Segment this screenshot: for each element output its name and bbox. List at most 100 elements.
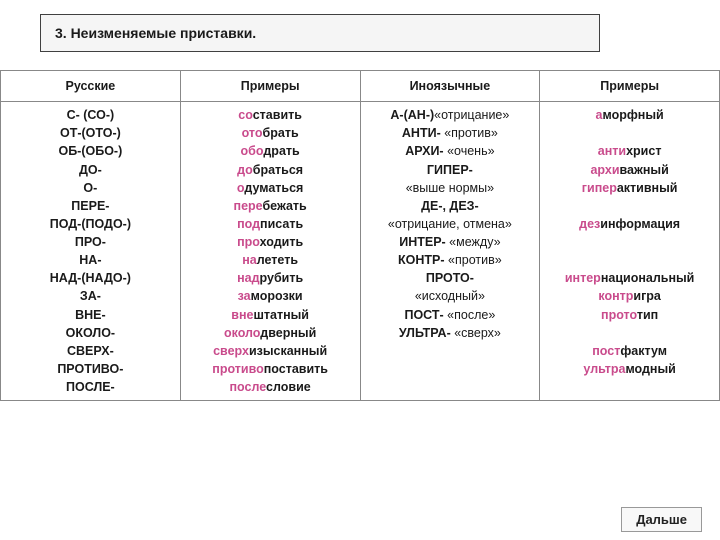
foreign-prefix-desc: «между» (446, 235, 501, 249)
russian-prefix-item: НА- (3, 251, 178, 269)
prefix-part: ото (242, 126, 263, 140)
russian-example-item: проходить (183, 233, 358, 251)
foreign-prefix-item: ПОСТ- «после» (363, 306, 538, 324)
russian-example-item: надрубить (183, 269, 358, 287)
foreign-example-item (542, 233, 717, 251)
russian-prefix-item: ДО- (3, 161, 178, 179)
cell-foreign-prefixes: А-(АН-)«отрицание»АНТИ- «против»АРХИ- «о… (360, 102, 540, 401)
prefix-part: около (224, 326, 260, 340)
foreign-prefix-desc: «после» (444, 308, 496, 322)
russian-example-item: противопоставить (183, 360, 358, 378)
foreign-prefix-desc: «выше нормы» (406, 181, 494, 195)
root-part: дверный (260, 326, 316, 340)
russian-prefix-item: ОБ-(ОБО-) (3, 142, 178, 160)
prefix-part: сверх (213, 344, 249, 358)
russian-prefix-item: ПОД-(ПОДО-) (3, 215, 178, 233)
prefix-part: ультра (583, 362, 625, 376)
foreign-prefix-name: ПОСТ- (404, 308, 443, 322)
prefix-part: под (237, 217, 260, 231)
foreign-prefix-desc: «против» (445, 253, 502, 267)
root-part: изысканный (249, 344, 327, 358)
root-part: тип (637, 308, 658, 322)
cell-russian-prefixes: С- (СО-)ОТ-(ОТО-)ОБ-(ОБО-)ДО-О-ПЕРЕ-ПОД-… (1, 102, 181, 401)
cell-foreign-examples: аморфный антихристархиважныйгиперактивны… (540, 102, 720, 401)
foreign-example-item: ультрамодный (542, 360, 717, 378)
root-part: писать (260, 217, 303, 231)
table-row: С- (СО-)ОТ-(ОТО-)ОБ-(ОБО-)ДО-О-ПЕРЕ-ПОД-… (1, 102, 720, 401)
root-part: морозки (251, 289, 303, 303)
foreign-prefix-name: ГИПЕР- (427, 163, 473, 177)
foreign-prefix-item: ПРОТО- (363, 269, 538, 287)
russian-example-item: заморозки (183, 287, 358, 305)
header-russian: Русские (1, 71, 181, 102)
prefix-part: дез (579, 217, 600, 231)
foreign-prefix-item: ИНТЕР- «между» (363, 233, 538, 251)
russian-prefix-item: ВНЕ- (3, 306, 178, 324)
root-part: игра (633, 289, 660, 303)
section-title: 3. Неизменяемые приставки. (40, 14, 600, 52)
russian-example-item: отобрать (183, 124, 358, 142)
header-foreign: Иноязычные (360, 71, 540, 102)
prefix-part: на (242, 253, 257, 267)
foreign-prefix-name: АНТИ- (402, 126, 441, 140)
foreign-prefix-item: КОНТР- «против» (363, 251, 538, 269)
prefix-part: противо (212, 362, 263, 376)
foreign-example-item: прототип (542, 306, 717, 324)
prefix-part: после (230, 380, 267, 394)
foreign-example-item (542, 124, 717, 142)
russian-example-item: одуматься (183, 179, 358, 197)
root-part: христ (626, 144, 661, 158)
russian-example-item: послесловие (183, 378, 358, 396)
russian-prefix-item: НАД-(НАДО-) (3, 269, 178, 287)
russian-prefix-item: ОКОЛО- (3, 324, 178, 342)
russian-prefix-item: ПОСЛЕ- (3, 378, 178, 396)
foreign-example-item: дезинформация (542, 215, 717, 233)
next-button[interactable]: Дальше (621, 507, 702, 532)
foreign-prefix-desc: «отрицание» (434, 108, 509, 122)
russian-example-item: составить (183, 106, 358, 124)
foreign-example-item: архиважный (542, 161, 717, 179)
root-part: думаться (244, 181, 303, 195)
prefix-part: со (238, 108, 252, 122)
foreign-prefix-name: КОНТР- (398, 253, 445, 267)
foreign-prefix-name: А-(АН-) (390, 108, 434, 122)
prefix-part: гипер (582, 181, 617, 195)
header-row: Русские Примеры Иноязычные Примеры (1, 71, 720, 102)
prefix-part: а (596, 108, 603, 122)
foreign-prefix-desc: «сверх» (451, 326, 501, 340)
foreign-prefix-desc: «отрицание, отмена» (388, 217, 512, 231)
root-part: морфный (603, 108, 664, 122)
russian-example-item: ободрать (183, 142, 358, 160)
russian-example-item: подписать (183, 215, 358, 233)
root-part: лететь (257, 253, 298, 267)
prefix-part: над (237, 271, 259, 285)
foreign-prefix-item: ГИПЕР- (363, 161, 538, 179)
prefix-part: контр (598, 289, 633, 303)
russian-prefix-item: ЗА- (3, 287, 178, 305)
foreign-prefix-item: АНТИ- «против» (363, 124, 538, 142)
foreign-example-item: постфактум (542, 342, 717, 360)
root-part: бежать (262, 199, 306, 213)
foreign-prefix-item: АРХИ- «очень» (363, 142, 538, 160)
russian-example-item: налететь (183, 251, 358, 269)
russian-example-item: околодверный (183, 324, 358, 342)
foreign-example-item (542, 324, 717, 342)
foreign-prefix-name: УЛЬТРА- (399, 326, 451, 340)
foreign-prefix-name: ИНТЕР- (399, 235, 445, 249)
root-part: фактум (620, 344, 667, 358)
prefix-part: обо (241, 144, 264, 158)
russian-prefix-item: О- (3, 179, 178, 197)
foreign-prefix-item: «выше нормы» (363, 179, 538, 197)
russian-prefix-item: СВЕРХ- (3, 342, 178, 360)
prefix-part: прото (601, 308, 637, 322)
root-part: словие (266, 380, 311, 394)
root-part: ставить (253, 108, 302, 122)
foreign-example-item (542, 197, 717, 215)
russian-prefix-item: С- (СО-) (3, 106, 178, 124)
foreign-example-item: гиперактивный (542, 179, 717, 197)
root-part: драть (263, 144, 299, 158)
header-examples1: Примеры (180, 71, 360, 102)
root-part: штатный (253, 308, 309, 322)
foreign-prefix-desc: «исходный» (415, 289, 485, 303)
prefix-part: архи (590, 163, 619, 177)
